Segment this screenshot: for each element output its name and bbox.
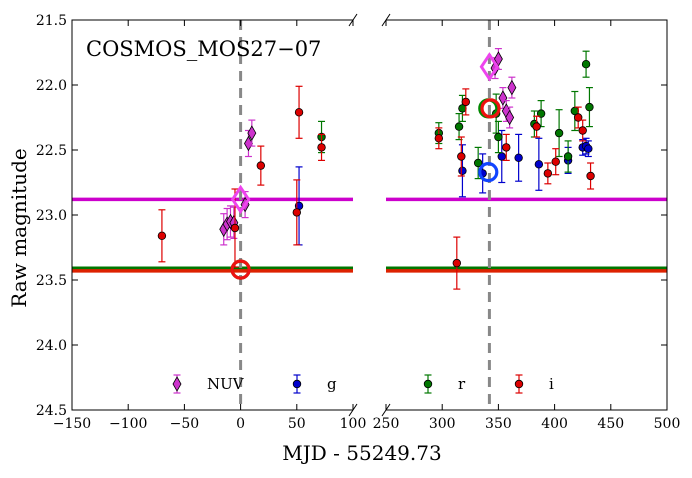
data-point-nuv bbox=[505, 106, 515, 129]
data-point-r bbox=[473, 146, 483, 180]
highlight-marker-i bbox=[480, 98, 501, 119]
y-tick-label: 21.5 bbox=[36, 13, 67, 29]
data-point-r bbox=[581, 50, 591, 78]
data-point-r bbox=[494, 120, 503, 154]
data-point-i bbox=[586, 162, 595, 190]
left-axes-frame bbox=[71, 19, 353, 411]
x-tick-label: 250 bbox=[373, 416, 400, 432]
legend-item-nuv: NUV bbox=[172, 374, 245, 394]
chart-title: COSMOS_MOS27−07 bbox=[86, 37, 321, 61]
x-axis-label: MJD - 55249.73 bbox=[282, 441, 441, 465]
y-tick-label: 23.0 bbox=[36, 208, 67, 224]
data-point-i bbox=[317, 133, 326, 161]
data-point-i bbox=[578, 119, 587, 142]
x-tick-label: 500 bbox=[654, 416, 681, 432]
data-point-r bbox=[570, 90, 580, 132]
data-point-g bbox=[534, 137, 544, 191]
data-point-r bbox=[454, 112, 464, 141]
y-tick-label: 23.5 bbox=[36, 273, 67, 289]
legend-label: r bbox=[458, 375, 466, 393]
data-point-i bbox=[157, 209, 167, 263]
data-point-i bbox=[551, 148, 560, 176]
legend: NUV g r i bbox=[172, 374, 554, 394]
data-point-i bbox=[256, 145, 266, 186]
epoch-markers bbox=[239, 20, 491, 410]
legend-label: i bbox=[549, 375, 554, 393]
highlight-marker-nuv bbox=[230, 184, 251, 215]
data-point-nuv bbox=[244, 129, 253, 158]
data-point-i bbox=[457, 136, 466, 177]
data-point-g bbox=[584, 140, 593, 158]
x-tick-label: 0 bbox=[236, 416, 245, 432]
data-point-nuv bbox=[507, 76, 517, 99]
y-tick-label: 24.5 bbox=[36, 403, 67, 419]
legend-label: NUV bbox=[207, 375, 245, 393]
data-point-i bbox=[461, 88, 471, 116]
data-point-r bbox=[585, 86, 594, 128]
data-point-i bbox=[502, 133, 511, 161]
legend-item-i: i bbox=[514, 374, 554, 394]
data-point-r bbox=[563, 140, 573, 173]
axis-ticks: −150 −100 −50 0 50 100 250 300 350 400 450 500 21.5 2… bbox=[36, 13, 681, 432]
y-tick-label: 22.5 bbox=[36, 143, 67, 159]
data-point-i bbox=[294, 85, 304, 139]
data-point-r bbox=[554, 109, 564, 158]
right-axes-frame bbox=[386, 19, 668, 411]
reference-lines bbox=[72, 197, 667, 273]
x-tick-label: −50 bbox=[170, 416, 200, 432]
x-tick-label: 450 bbox=[597, 416, 624, 432]
legend-item-r: r bbox=[423, 374, 466, 394]
x-tick-label: 50 bbox=[288, 416, 306, 432]
data-point-i bbox=[434, 127, 444, 150]
legend-label: g bbox=[327, 375, 337, 393]
axes-frames bbox=[71, 13, 668, 417]
x-tick-label: 350 bbox=[485, 416, 512, 432]
y-tick-label: 22.0 bbox=[36, 78, 67, 94]
data-point-i bbox=[574, 106, 583, 129]
x-tick-label: 300 bbox=[429, 416, 456, 432]
x-tick-label: −150 bbox=[53, 416, 91, 432]
x-tick-label: −100 bbox=[109, 416, 147, 432]
data-point-g bbox=[514, 133, 523, 182]
legend-item-g: g bbox=[292, 374, 337, 394]
data-points bbox=[157, 47, 595, 290]
highlight-markers bbox=[230, 52, 501, 280]
data-point-i bbox=[452, 236, 462, 290]
data-point-i bbox=[543, 162, 553, 185]
x-tick-label: 400 bbox=[541, 416, 568, 432]
highlight-marker-i bbox=[230, 259, 251, 280]
highlight-marker-g bbox=[478, 162, 499, 183]
y-tick-label: 24.0 bbox=[36, 338, 67, 354]
data-point-nuv bbox=[247, 119, 257, 147]
data-point-i bbox=[292, 179, 301, 246]
data-point-r bbox=[536, 99, 546, 128]
data-point-i bbox=[532, 115, 541, 138]
x-tick-label: 100 bbox=[340, 416, 367, 432]
y-axis-label: Raw magnitude bbox=[7, 148, 31, 307]
highlight-marker-nuv bbox=[479, 52, 500, 82]
